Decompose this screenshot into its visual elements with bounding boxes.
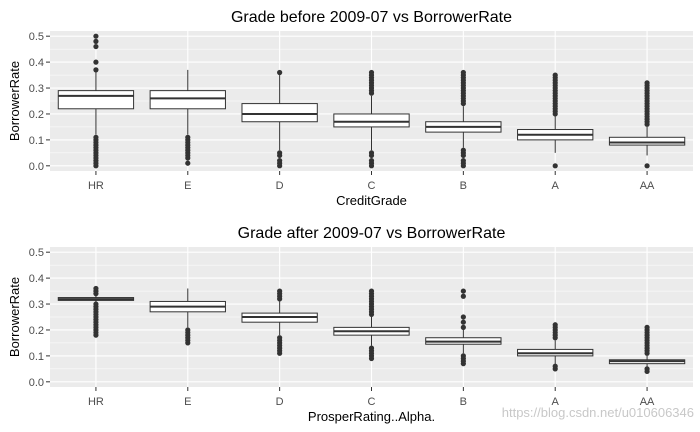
panel2-x-tick-label: HR (88, 396, 104, 408)
panel2-x-tick-label: E (184, 396, 191, 408)
panel1-outlier-point (277, 69, 283, 76)
panel2-y-tick-label: 0.3 (29, 299, 44, 311)
panel1-outlier-point (368, 158, 375, 164)
panel1-x-tick-label: B (460, 180, 467, 192)
panel2-y-tick-label: 0.5 (29, 247, 44, 259)
panel1-outlier-point (552, 72, 558, 78)
watermark-text: https://blog.csdn.net/u010606346 (501, 405, 694, 420)
panel1-outlier-point (644, 80, 650, 86)
panel1-outlier-point (185, 160, 191, 166)
panel2-x-tick-label: A (552, 396, 560, 408)
panel1-x-axis-label: CreditGrade (336, 193, 407, 208)
panel1-x-tick-label: A (552, 180, 560, 192)
panel2-outlier-point (368, 345, 375, 351)
panel1-x-tick-label: E (184, 180, 191, 192)
panel2-outlier-point (552, 322, 558, 328)
panel2-chart-title: Grade after 2009-07 vs BorrowerRate (238, 225, 506, 242)
panel2-y-tick-label: 0.2 (29, 325, 44, 337)
panel1-x-tick-label: AA (640, 180, 655, 192)
panel1-x-tick-label: D (276, 180, 284, 192)
panel2-outlier-point (644, 366, 650, 372)
panel1-outlier-point (277, 158, 283, 164)
panel2-outlier-point (460, 319, 466, 325)
panel2-y-tick-label: 0.1 (29, 351, 44, 363)
panel2-outlier-point (277, 288, 283, 294)
panel1-outlier-point (460, 147, 466, 153)
panel1-chart-title: Grade before 2009-07 vs BorrowerRate (231, 9, 512, 26)
panel2-outlier-point (460, 324, 466, 330)
panel2-x-tick-label: C (368, 396, 376, 408)
panel1-outlier-point (460, 69, 466, 76)
panel2-outlier-point (460, 288, 466, 294)
panel1-outlier-point (277, 150, 283, 156)
panel1-outlier-point (93, 59, 99, 65)
panel1-box-AA (608, 136, 686, 146)
panel1-box-C (333, 113, 410, 128)
panel2-y-tick-label: 0.4 (29, 273, 44, 285)
panel1-y-tick-label: 0.3 (29, 83, 44, 95)
panel1-y-axis-label: BorrowerRate (7, 61, 22, 141)
panel2-outlier-point (460, 353, 466, 359)
panel2-outlier-point (460, 314, 466, 320)
panel1-y-tick-label: 0.1 (29, 135, 44, 147)
panel1-x-tick-label: HR (88, 180, 104, 192)
panel2-x-axis-label: ProsperRating..Alpha. (308, 409, 435, 424)
panel1-y-tick-label: 0.4 (29, 57, 44, 69)
panel1-outlier-point (93, 33, 99, 39)
panel2-outlier-point (460, 293, 466, 299)
panel2-outlier-point (185, 327, 191, 333)
panel2-x-tick-label: B (460, 396, 467, 408)
panel1-outlier-point (644, 163, 650, 169)
panel2-y-tick-label: 0.0 (29, 377, 44, 389)
panel1-box-D (241, 103, 318, 123)
panel1-outlier-point (368, 150, 375, 156)
panel1-outlier-point (185, 134, 191, 140)
panel1-y-tick-label: 0.2 (29, 109, 44, 121)
panel1-y-tick-label: 0.0 (29, 161, 44, 173)
panel2-outlier-point (552, 363, 558, 369)
panel1-box-E (149, 90, 226, 110)
panel2-outlier-point (93, 301, 99, 307)
panel2-outlier-point (644, 324, 650, 330)
panel1-outlier-point (552, 163, 558, 169)
panel1-outlier-point (93, 43, 99, 50)
panel1-outlier-point (368, 69, 375, 76)
panel2-x-tick-label: AA (640, 396, 655, 408)
panel1-x-tick-label: C (368, 180, 376, 192)
panel1-outlier-point (93, 38, 99, 44)
panel1-box-HR (57, 90, 135, 110)
panel1-outlier-point (93, 134, 99, 140)
panel1-y-tick-label: 0.5 (29, 31, 44, 43)
panel2-x-tick-label: D (276, 396, 284, 408)
panel1-outlier-point (93, 67, 99, 73)
panel2-outlier-point (93, 285, 99, 292)
panel2-outlier-point (368, 288, 375, 294)
panel2-y-axis-label: BorrowerRate (7, 277, 22, 357)
panel2-outlier-point (277, 335, 283, 341)
panel1-outlier-point (460, 158, 466, 164)
